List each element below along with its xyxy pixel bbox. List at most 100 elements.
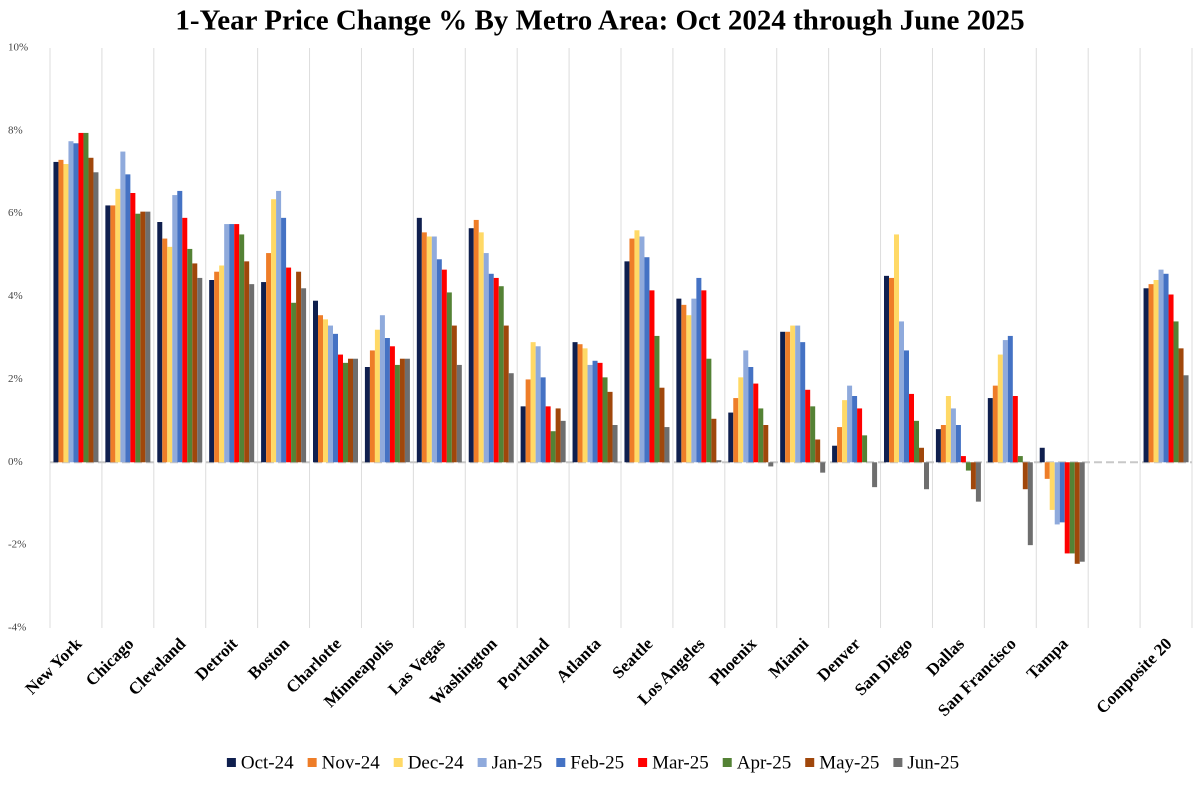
bar (374, 329, 380, 463)
legend-label: Feb-25 (570, 752, 624, 773)
bar (83, 132, 89, 463)
bar (291, 302, 297, 463)
legend-label: Apr-25 (737, 752, 792, 773)
bar (244, 261, 250, 463)
x-tick-label: Atlanta (552, 634, 605, 687)
bar (612, 425, 618, 463)
bar (1183, 375, 1189, 463)
bar (904, 350, 909, 463)
bar (431, 236, 437, 463)
bar (404, 358, 410, 463)
bar (318, 315, 323, 463)
legend-label: Jan-25 (492, 752, 543, 773)
bar (914, 420, 919, 463)
bar (110, 205, 116, 463)
legend-label: Oct-24 (241, 752, 294, 773)
bar (924, 462, 929, 490)
bar (899, 321, 904, 463)
bar (701, 290, 707, 463)
bar (832, 445, 838, 463)
bar (728, 412, 734, 463)
bar (172, 195, 178, 463)
bar (441, 269, 447, 463)
bar (945, 396, 951, 463)
bar (468, 228, 474, 463)
bar (790, 325, 796, 463)
bar (1178, 348, 1184, 463)
x-tick-label: Dallas (923, 634, 969, 680)
bar (520, 406, 526, 463)
bar (456, 364, 462, 463)
y-tick-label: -2% (8, 539, 26, 551)
bar (975, 462, 981, 502)
bar (219, 265, 225, 463)
bar (135, 213, 141, 463)
bar (209, 280, 215, 463)
bar (1079, 462, 1085, 562)
bar (592, 360, 598, 463)
legend-swatch (393, 758, 403, 767)
bar (120, 151, 126, 463)
bar (597, 362, 603, 463)
x-tick-label: Boston (244, 634, 293, 683)
bar (602, 377, 608, 463)
bar (1064, 462, 1070, 554)
bar (271, 199, 277, 463)
bar (1143, 288, 1149, 463)
bar (664, 427, 670, 463)
x-tick-label: Phoenix (706, 634, 761, 689)
bar (696, 277, 702, 463)
bar (577, 344, 583, 463)
bar (909, 393, 914, 463)
bar (706, 358, 712, 463)
bar (416, 217, 422, 463)
x-tick-label: Denver (813, 634, 864, 685)
legend-swatch (556, 758, 566, 767)
bar (1039, 447, 1045, 463)
bar (239, 234, 245, 463)
bar (711, 418, 717, 463)
bar (1168, 294, 1174, 463)
bar (261, 282, 267, 463)
bar (426, 236, 432, 463)
bar (1044, 462, 1050, 479)
bar (157, 222, 163, 463)
legend-swatch (638, 758, 648, 767)
bar (234, 224, 240, 463)
bar (394, 364, 400, 463)
bar (451, 325, 457, 463)
bar (743, 350, 749, 463)
y-tick-label: 0% (8, 456, 23, 468)
bar (997, 354, 1003, 463)
bar (691, 298, 697, 463)
bar (281, 217, 287, 463)
bar (545, 406, 551, 463)
x-tick-label: Detroit (191, 634, 241, 684)
bar (560, 420, 566, 463)
bar (852, 396, 858, 463)
bar (1158, 269, 1164, 463)
bar (753, 383, 759, 463)
bar (58, 159, 64, 463)
bar (919, 447, 924, 463)
bar (587, 364, 593, 463)
bar (229, 224, 235, 463)
x-tick-label: San Diego (851, 634, 916, 699)
bar (842, 400, 848, 463)
y-tick-label: -4% (8, 622, 26, 634)
x-tick-label: Seattle (608, 634, 656, 682)
bar (965, 462, 971, 471)
bar (488, 273, 494, 463)
bar (421, 232, 427, 463)
bar (1012, 396, 1018, 463)
bar (1059, 462, 1065, 523)
bar (758, 408, 764, 463)
bar (582, 348, 588, 463)
x-tick-label: Cleveland (124, 634, 189, 699)
bar (940, 425, 946, 463)
y-tick-label: 8% (8, 124, 23, 136)
bar (1017, 456, 1023, 463)
x-tick-label: Portland (494, 634, 553, 693)
bar (960, 456, 966, 463)
x-tick-label: Miami (765, 634, 813, 682)
